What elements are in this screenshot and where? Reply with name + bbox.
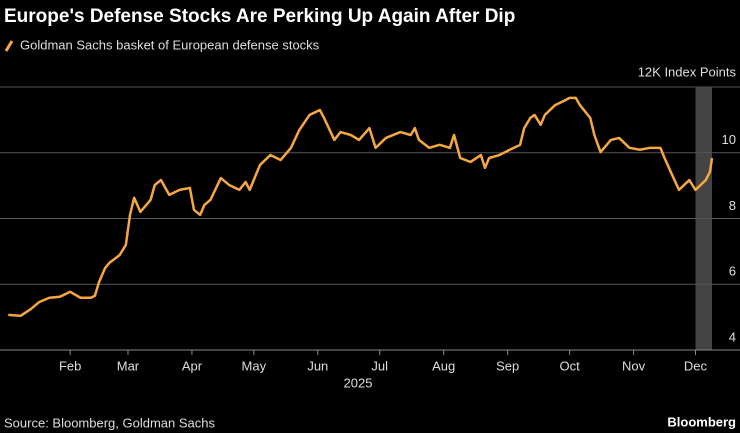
x-axis-label: 2025 <box>344 375 373 390</box>
x-tick-label: May <box>242 358 267 373</box>
legend-swatch <box>4 40 14 52</box>
y-tick-label: 4 <box>729 329 736 344</box>
x-tick-label: Feb <box>59 358 81 373</box>
x-tick-label: Oct <box>559 358 580 373</box>
x-tick-label: Jul <box>371 358 388 373</box>
x-tick-label: Aug <box>432 358 455 373</box>
y-tick-label: 10 <box>722 132 736 147</box>
source: Source: Bloomberg, Goldman Sachs <box>4 415 215 430</box>
y-tick-label: 8 <box>729 198 736 213</box>
brand: Bloomberg <box>667 414 736 429</box>
line <box>8 96 714 318</box>
x-tick-label: Jun <box>307 358 328 373</box>
x-tick-label: Nov <box>622 358 646 373</box>
x-tick-label: Apr <box>182 358 203 373</box>
legend-label: Goldman Sachs basket of European defense… <box>20 37 320 52</box>
x-tick-label: Mar <box>117 358 140 373</box>
x-tick-label: Dec <box>684 358 708 373</box>
legend: Goldman Sachs basket of European defense… <box>4 37 320 52</box>
y-tick-label: 12K Index Points <box>638 64 737 79</box>
chart-title: Europe's Defense Stocks Are Perking Up A… <box>4 6 515 27</box>
y-tick-label: 6 <box>729 264 736 279</box>
x-tick-label: Sep <box>496 358 519 373</box>
